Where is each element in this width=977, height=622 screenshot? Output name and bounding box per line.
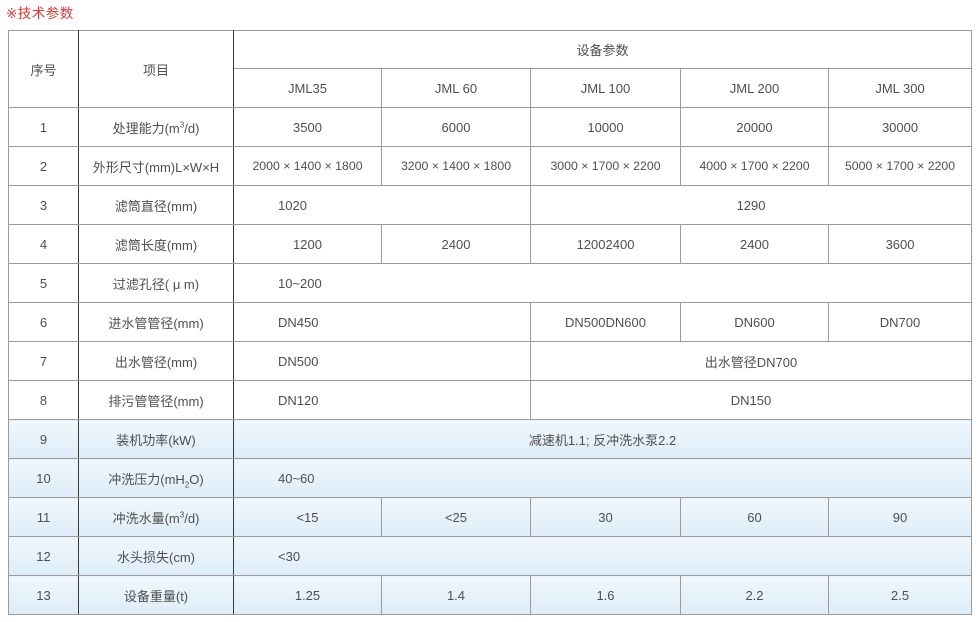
table-cell: 3200 × 1400 × 1800 <box>381 146 531 186</box>
table-cell: 30000 <box>827 107 973 147</box>
table-cell: DN150 <box>529 380 973 420</box>
table-cell: 90 <box>827 497 973 537</box>
row-no: 13 <box>8 575 79 615</box>
table-row: 10 冲洗压力(mH2O) 40~60 <box>8 458 973 498</box>
row-no: 8 <box>8 380 79 420</box>
table-cell: 1.25 <box>233 575 382 615</box>
row-label: 外形尺寸(mm)L×W×H <box>78 146 234 186</box>
table-cell: 1.4 <box>381 575 531 615</box>
table-cell: 1.6 <box>530 575 681 615</box>
table-cell: 10000 <box>530 107 681 147</box>
table-row: 6 进水管管径(mm) DN450 DN500DN600 DN600 DN700 <box>8 302 973 342</box>
table-cell: 5000 × 1700 × 2200 <box>827 146 973 186</box>
row-label: 过滤孔径( μ m) <box>78 263 234 303</box>
table-cell: 2000 × 1400 × 1800 <box>233 146 382 186</box>
table-row: 4 滤筒长度(mm) 1200 2400 12002400 2400 3600 <box>8 224 973 264</box>
spec-table: 序号 项目 设备参数 JML35 JML 60 JML 100 JML 200 … <box>8 30 973 615</box>
table-cell: 减速机1.1; 反冲洗水泵2.2 <box>232 419 973 459</box>
table-row: 8 排污管管径(mm) DN120 DN150 <box>8 380 973 420</box>
table-cell: 20000 <box>680 107 829 147</box>
row-no: 10 <box>8 458 79 498</box>
row-no: 6 <box>8 302 79 342</box>
page-title: ※技术参数 <box>6 6 74 21</box>
table-cell: 10~200 <box>232 263 973 303</box>
row-label: 排污管管径(mm) <box>78 380 234 420</box>
table-cell: 12002400 <box>530 224 681 264</box>
table-cell: 1200 <box>233 224 382 264</box>
row-no: 12 <box>8 536 79 576</box>
table-cell: 1290 <box>529 185 973 225</box>
table-cell: 2400 <box>680 224 829 264</box>
table-cell: 3500 <box>233 107 382 147</box>
row-no: 5 <box>8 263 79 303</box>
row-no: 2 <box>8 146 79 186</box>
table-cell: 6000 <box>381 107 531 147</box>
row-label: 水头损失(cm) <box>78 536 234 576</box>
col-header-model-jml100: JML 100 <box>530 68 681 108</box>
row-no: 1 <box>8 107 79 147</box>
row-label: 冲洗压力(mH2O) <box>78 458 234 498</box>
table-cell: 4000 × 1700 × 2200 <box>680 146 829 186</box>
table-cell: 出水管径DN700 <box>529 341 973 381</box>
header-row-group: 序号 项目 设备参数 <box>8 30 973 108</box>
row-label: 滤筒直径(mm) <box>78 185 234 225</box>
col-header-model-jml300: JML 300 <box>827 68 973 108</box>
table-row: 7 出水管径(mm) DN500 出水管径DN700 <box>8 341 973 381</box>
row-no: 11 <box>8 497 79 537</box>
col-header-seq: 序号 <box>8 30 79 108</box>
row-label: 装机功率(kW) <box>78 419 234 459</box>
table-cell: DN500 <box>233 341 531 381</box>
table-row: 1 处理能力(m3/d) 3500 6000 10000 20000 30000 <box>8 107 973 147</box>
table-row: 12 水头损失(cm) <30 <box>8 536 973 576</box>
table-cell: 3000 × 1700 × 2200 <box>530 146 681 186</box>
row-label: 出水管径(mm) <box>78 341 234 381</box>
table-cell: 40~60 <box>232 458 973 498</box>
row-label: 处理能力(m3/d) <box>78 107 234 147</box>
table-cell: 2400 <box>381 224 531 264</box>
table-cell: DN600 <box>680 302 829 342</box>
col-header-model-jml200: JML 200 <box>680 68 829 108</box>
table-cell: 1020 <box>233 185 531 225</box>
table-cell: DN120 <box>233 380 531 420</box>
table-cell: 2.5 <box>827 575 973 615</box>
row-no: 9 <box>8 419 79 459</box>
col-header-model-jml35: JML35 <box>233 68 382 108</box>
table-cell: 60 <box>680 497 829 537</box>
table-cell: <15 <box>233 497 382 537</box>
table-row: 11 冲洗水量(m3/d) <15 <25 30 60 90 <box>8 497 973 537</box>
row-label: 冲洗水量(m3/d) <box>78 497 234 537</box>
row-no: 7 <box>8 341 79 381</box>
table-cell: DN700 <box>827 302 973 342</box>
row-label: 进水管管径(mm) <box>78 302 234 342</box>
table-row: 3 滤筒直径(mm) 1020 1290 <box>8 185 973 225</box>
header-row-models: JML35 JML 60 JML 100 JML 200 JML 300 <box>9 68 973 108</box>
table-cell: DN450 <box>233 302 531 342</box>
table-row: 5 过滤孔径( μ m) 10~200 <box>8 263 973 303</box>
table-cell: 3600 <box>827 224 973 264</box>
table-cell: DN500DN600 <box>530 302 681 342</box>
table-cell: <25 <box>381 497 531 537</box>
table-cell: <30 <box>232 536 973 576</box>
col-header-group: 设备参数 <box>232 30 973 69</box>
table-cell: 30 <box>530 497 681 537</box>
row-no: 3 <box>8 185 79 225</box>
row-label: 滤筒长度(mm) <box>78 224 234 264</box>
table-row: 13 设备重量(t) 1.25 1.4 1.6 2.2 2.5 <box>8 575 973 615</box>
table-row: 9 装机功率(kW) 减速机1.1; 反冲洗水泵2.2 <box>8 419 973 459</box>
row-no: 4 <box>8 224 79 264</box>
col-header-item: 项目 <box>78 30 234 108</box>
table-row: 2 外形尺寸(mm)L×W×H 2000 × 1400 × 1800 3200 … <box>8 146 973 186</box>
table-cell: 2.2 <box>680 575 829 615</box>
col-header-model-jml60: JML 60 <box>381 68 531 108</box>
row-label: 设备重量(t) <box>78 575 234 615</box>
